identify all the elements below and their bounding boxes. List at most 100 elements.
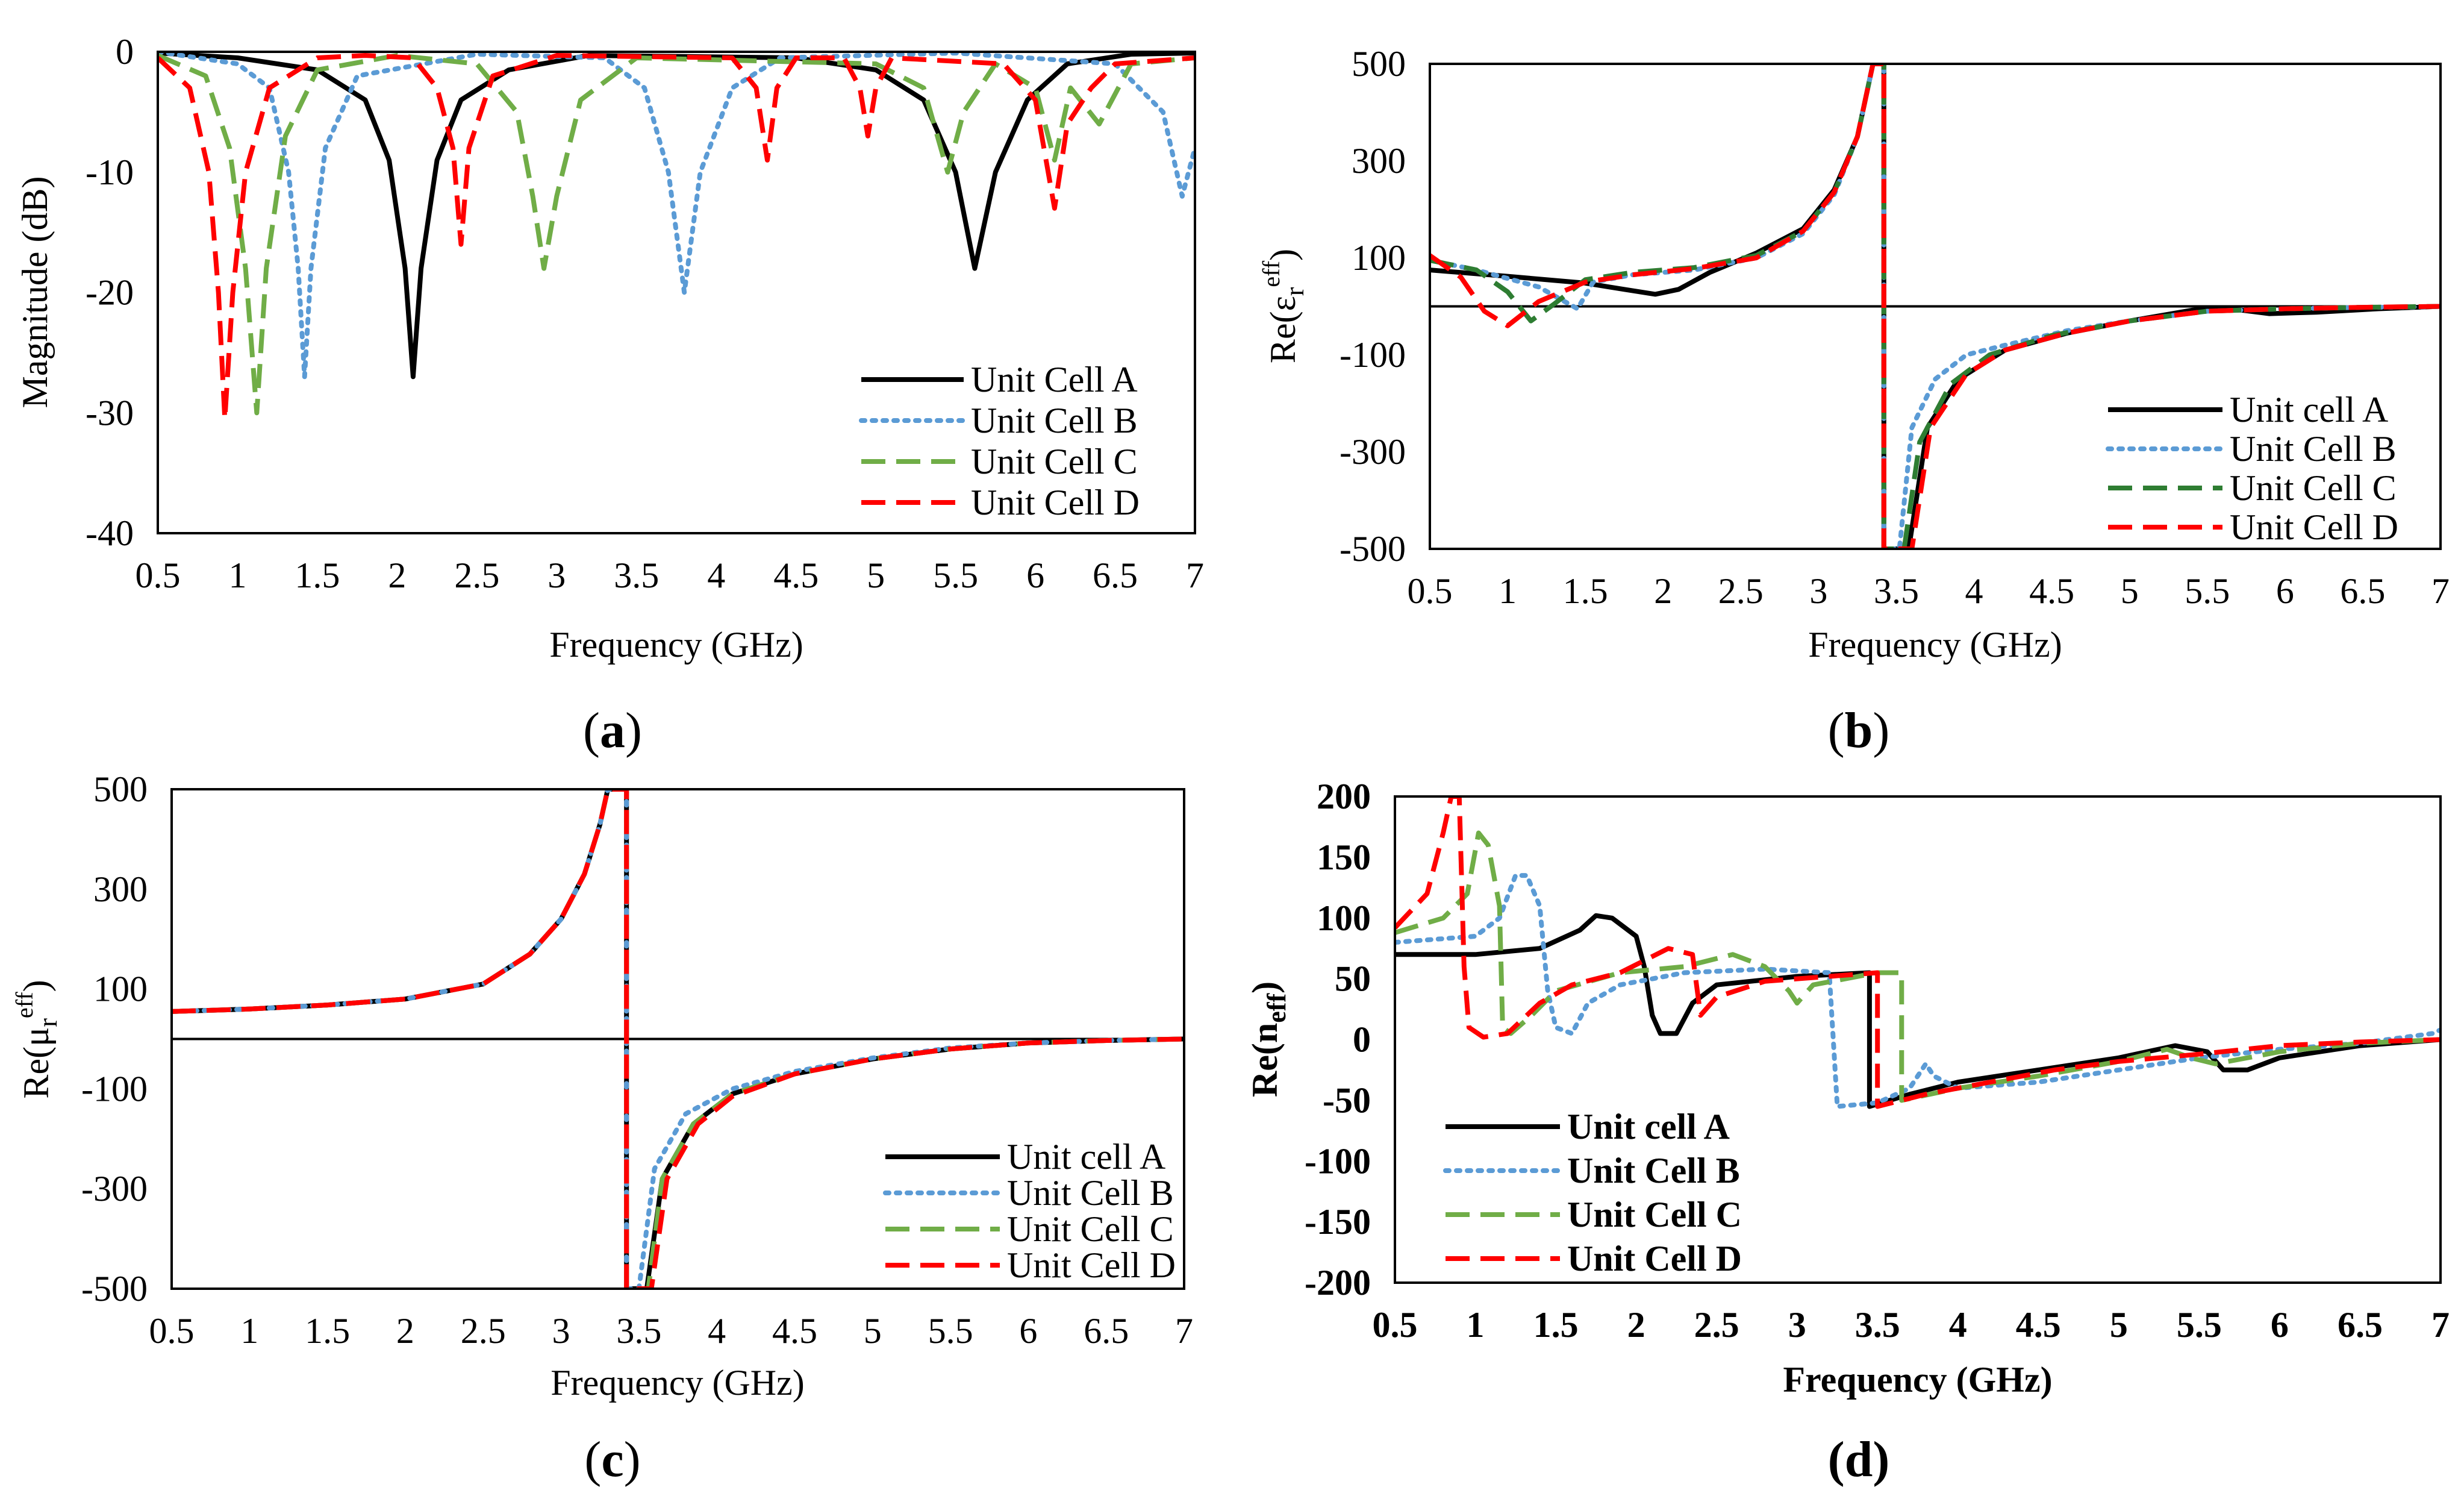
y-tick-label: 200	[1317, 777, 1371, 816]
x-tick-label: 3.5	[1874, 571, 1919, 611]
series-group	[172, 789, 1184, 1289]
y-tick-label: -20	[86, 273, 134, 313]
series-line-d-2	[1395, 830, 2441, 1103]
legend-label: Unit Cell B	[1007, 1173, 1174, 1213]
series-line-a-3	[158, 53, 1195, 422]
y-tick-label: 500	[93, 769, 148, 809]
legend-label: Unit cell A	[2230, 390, 2388, 430]
legend-label: Unit Cell D	[1567, 1239, 1742, 1278]
x-tick-label: 7	[1186, 555, 1204, 595]
y-tick-label: -30	[86, 393, 134, 433]
series-line-a-2	[158, 53, 1195, 416]
chart-panel-c: 0.5 1 1.5 2 2.5 3 3.5 4 4.5 5 5.5 6 6.5 7 -500 -300 -100…	[11, 769, 1193, 1488]
series-group	[1430, 64, 2441, 549]
x-tick-label: 5	[864, 1311, 882, 1351]
x-tick-label: 6	[1026, 555, 1044, 595]
y-tick-label: 100	[1317, 898, 1371, 938]
x-tick-label: 3.5	[614, 555, 659, 595]
series-group	[158, 52, 1195, 422]
y-tick-label: -50	[1323, 1080, 1371, 1120]
legend-label: Unit Cell C	[971, 442, 1138, 481]
x-axis-title: Frequency (GHz)	[549, 625, 803, 665]
y-tick-label: -150	[1305, 1202, 1371, 1242]
y-tick-label: -10	[86, 152, 134, 192]
y-tick-label: 100	[1352, 238, 1406, 278]
legend-label: Unit Cell C	[1007, 1209, 1174, 1249]
panel-label: (c)	[584, 1431, 640, 1488]
y-tick-label: -40	[86, 513, 134, 553]
series-line-d-0	[1395, 913, 2441, 1109]
x-tick-label: 7	[2431, 571, 2450, 611]
x-tick-label: 4.5	[772, 1311, 817, 1351]
x-tick-label: 2.5	[461, 1311, 506, 1351]
y-tick-label: 100	[93, 969, 148, 1009]
x-tick-label: 6	[2276, 571, 2294, 611]
x-tick-label: 3.5	[616, 1311, 661, 1351]
x-tick-label: 5	[867, 555, 885, 595]
x-tick-label: 5	[2121, 571, 2139, 611]
x-tick-label: 5.5	[933, 555, 978, 595]
legend-label: Unit Cell B	[971, 401, 1138, 440]
x-tick-label: 1.5	[1533, 1305, 1579, 1345]
legend-label: Unit cell A	[1567, 1107, 1730, 1147]
x-tick-label: 5.5	[928, 1311, 973, 1351]
x-tick-label: 1	[1467, 1305, 1485, 1345]
y-axis-title: Re(εreff)	[1258, 249, 1309, 363]
y-tick-label: 0	[1353, 1020, 1371, 1060]
x-tick-label: 4	[707, 555, 725, 595]
y-tick-label: 300	[93, 869, 148, 909]
y-axis-title: Re(μreff)	[11, 980, 63, 1098]
panel-label: (a)	[583, 702, 642, 759]
x-tick-label: 2	[1627, 1305, 1645, 1345]
x-tick-label: 3	[552, 1311, 570, 1351]
chart-panel-d: 0.5 1 1.5 2 2.5 3 3.5 4 4.5 5 5.5 6 6.5 7 -200 -150 -100…	[1245, 777, 2450, 1488]
x-tick-label: 2	[396, 1311, 414, 1351]
series-line-b-2	[1430, 64, 2441, 549]
y-tick-label: -500	[1340, 529, 1406, 569]
y-tick-label: 300	[1352, 141, 1406, 181]
x-tick-label: 4	[1949, 1305, 1967, 1345]
legend-label: Unit Cell D	[1007, 1245, 1176, 1285]
x-tick-label: 6	[1019, 1311, 1037, 1351]
x-tick-label: 2.5	[1718, 571, 1764, 611]
x-tick-label: 4.5	[2029, 571, 2074, 611]
x-tick-label: 4	[1965, 571, 1983, 611]
x-tick-label: 1	[228, 555, 246, 595]
x-tick-label: 1	[240, 1311, 258, 1351]
y-axis-title: Magnitude (dB)	[15, 177, 55, 408]
legend-label: Unit Cell C	[2230, 468, 2397, 508]
x-tick-label: 3	[547, 555, 566, 595]
x-tick-label: 5.5	[2177, 1305, 2222, 1345]
x-tick-label: 6.5	[1084, 1311, 1129, 1351]
plot-frame	[157, 51, 1196, 534]
legend-label: Unit Cell D	[2230, 507, 2398, 547]
x-axis-title: Frequency (GHz)	[551, 1363, 805, 1403]
x-tick-label: 2	[388, 555, 406, 595]
series-line-a-1	[158, 52, 1195, 380]
y-tick-label: -100	[1305, 1141, 1371, 1181]
x-tick-label: 5.5	[2185, 571, 2230, 611]
x-tick-label: 6	[2271, 1305, 2289, 1345]
x-tick-label: 1	[1499, 571, 1517, 611]
y-tick-label: 0	[116, 32, 134, 72]
x-tick-label: 6.5	[1093, 555, 1138, 595]
x-tick-label: 2	[1654, 571, 1672, 611]
x-tick-label: 0.5	[149, 1311, 195, 1351]
legend-label: Unit Cell D	[971, 483, 1140, 522]
x-tick-label: 7	[2431, 1305, 2450, 1345]
plot-frame	[1429, 63, 2442, 550]
plot-frame	[1394, 795, 2442, 1284]
y-tick-label: -100	[1340, 335, 1406, 375]
series-group	[1395, 796, 2441, 1109]
x-tick-label: 5	[2110, 1305, 2128, 1345]
y-tick-label: -300	[81, 1169, 148, 1209]
y-axis-title: Re(neff)	[1245, 981, 1291, 1097]
series-line-d-1	[1395, 873, 2441, 1109]
x-tick-label: 2.5	[1694, 1305, 1739, 1345]
plot-frame	[170, 788, 1185, 1290]
